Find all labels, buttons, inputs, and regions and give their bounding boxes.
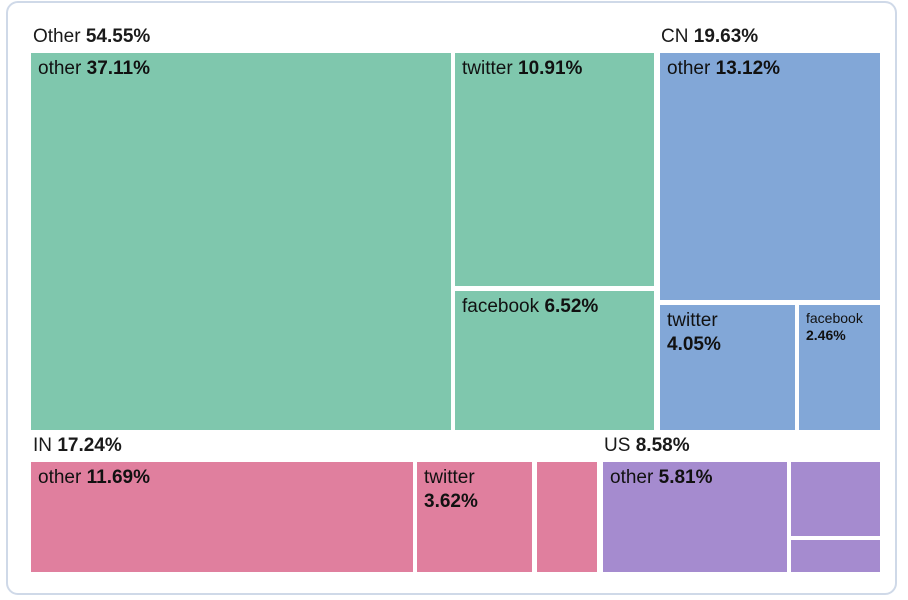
group-label-us: US 8.58% (604, 433, 690, 458)
group-name: IN (33, 435, 52, 456)
treemap-cell-us-other[interactable]: other 5.81% (603, 462, 787, 572)
group-label-cn: CN 19.63% (661, 24, 758, 49)
cell-label: other 13.12% (667, 58, 781, 79)
cell-label: other 11.69% (38, 467, 151, 488)
group-percent: 54.55% (85, 26, 151, 47)
cell-label: facebook 2.46% (806, 310, 863, 343)
group-name: CN (661, 26, 689, 47)
treemap-cell-cn-other[interactable]: other 13.12% (660, 53, 880, 300)
treemap-cell-other-other[interactable]: other 37.11% (31, 53, 451, 430)
group-name: US (604, 435, 631, 456)
treemap-cell-in-twitter[interactable]: twitter 3.62% (417, 462, 532, 572)
cell-label: other 5.81% (610, 467, 713, 488)
cell-label: facebook 6.52% (462, 296, 599, 317)
group-name: Other (33, 26, 81, 47)
group-percent: 17.24% (57, 435, 122, 456)
cell-label: twitter 10.91% (462, 58, 583, 79)
cell-label: twitter 4.05% (667, 310, 721, 355)
treemap-cell-cn-facebook[interactable]: facebook 2.46% (799, 305, 880, 430)
group-label-in: IN 17.24% (33, 433, 122, 458)
group-percent: 19.63% (693, 26, 759, 47)
treemap-cell-us-unlabeled-top[interactable] (791, 462, 880, 536)
treemap-cell-in-unlabeled[interactable] (537, 462, 597, 572)
treemap-cell-us-unlabeled-bottom[interactable] (791, 540, 880, 572)
treemap-cell-other-twitter[interactable]: twitter 10.91% (455, 53, 654, 286)
cell-label: twitter 3.62% (424, 467, 478, 512)
treemap-cell-in-other[interactable]: other 11.69% (31, 462, 413, 572)
group-percent: 8.58% (635, 435, 690, 456)
cell-label: other 37.11% (38, 58, 151, 79)
group-label-other: Other 54.55% (33, 24, 150, 49)
treemap-cell-other-facebook[interactable]: facebook 6.52% (455, 291, 654, 430)
treemap-cell-cn-twitter[interactable]: twitter 4.05% (660, 305, 795, 430)
